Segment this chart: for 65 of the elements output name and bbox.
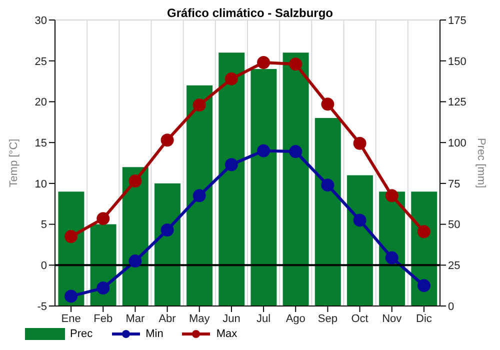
point bbox=[385, 251, 398, 264]
x-tick-label: Dic bbox=[416, 312, 432, 325]
legend-label: Max bbox=[216, 328, 238, 340]
point bbox=[64, 230, 78, 244]
legend-label: Min bbox=[146, 328, 164, 340]
y-tick-label: 15 bbox=[34, 137, 47, 150]
y2-tick-label: 100 bbox=[448, 137, 466, 150]
x-tick-label: Jun bbox=[222, 312, 240, 325]
x-tick-label: Feb bbox=[94, 312, 113, 325]
point bbox=[353, 214, 366, 227]
y-tick-label: 0 bbox=[40, 260, 47, 272]
y-tick-label: 5 bbox=[40, 219, 47, 232]
x-tick-label: Oct bbox=[351, 312, 368, 325]
point bbox=[64, 290, 78, 303]
x-tick-label: Nov bbox=[382, 312, 402, 325]
x-tick-label: Abr bbox=[158, 312, 176, 325]
point bbox=[417, 279, 430, 292]
y2-tick-label: 175 bbox=[448, 14, 466, 27]
y2-tick-label: 75 bbox=[448, 178, 460, 190]
y2-tick-label: 150 bbox=[448, 56, 466, 68]
point bbox=[224, 158, 238, 172]
y-tick-label: 10 bbox=[34, 178, 47, 190]
x-tick-label: May bbox=[188, 312, 210, 325]
bar bbox=[314, 118, 341, 306]
point bbox=[96, 212, 110, 226]
point bbox=[160, 224, 174, 237]
x-tick-label: Mar bbox=[126, 312, 146, 325]
y-tick-label: 25 bbox=[34, 56, 47, 68]
y-tick-label: -5 bbox=[37, 300, 47, 313]
point bbox=[289, 58, 302, 71]
x-tick-label: Ago bbox=[286, 312, 306, 325]
point bbox=[257, 144, 270, 158]
bar bbox=[154, 183, 180, 306]
point bbox=[192, 98, 206, 112]
point bbox=[417, 225, 430, 238]
point bbox=[321, 178, 334, 192]
point bbox=[321, 98, 334, 111]
bar bbox=[218, 52, 245, 306]
chart-title: Gráfico climático - Salzburgo bbox=[166, 6, 334, 20]
y-axis-title: Temp [°C] bbox=[8, 138, 20, 188]
point bbox=[160, 134, 174, 147]
x-tick-label: Sep bbox=[318, 312, 338, 325]
bar bbox=[186, 85, 213, 306]
bar bbox=[282, 52, 309, 306]
point bbox=[128, 254, 142, 268]
legend-label: Prec bbox=[70, 328, 93, 340]
x-tick-label: Ene bbox=[61, 312, 81, 325]
point bbox=[192, 189, 206, 202]
point bbox=[385, 189, 398, 202]
y-tick-label: 20 bbox=[34, 96, 47, 109]
point bbox=[289, 145, 302, 158]
y2-tick-label: 25 bbox=[448, 260, 460, 272]
y2-tick-label: 50 bbox=[448, 219, 460, 232]
bar bbox=[250, 69, 277, 306]
y2-tick-label: 125 bbox=[448, 96, 466, 109]
y2-axis-title: Prec [mm] bbox=[475, 138, 488, 188]
point bbox=[353, 136, 366, 150]
point bbox=[96, 282, 110, 295]
point bbox=[128, 174, 142, 188]
x-tick-label: Jul bbox=[256, 312, 271, 325]
y-tick-label: 30 bbox=[34, 14, 47, 27]
y2-tick-label: 0 bbox=[448, 300, 454, 313]
point bbox=[257, 56, 270, 69]
bar bbox=[346, 175, 373, 306]
point bbox=[224, 72, 238, 86]
